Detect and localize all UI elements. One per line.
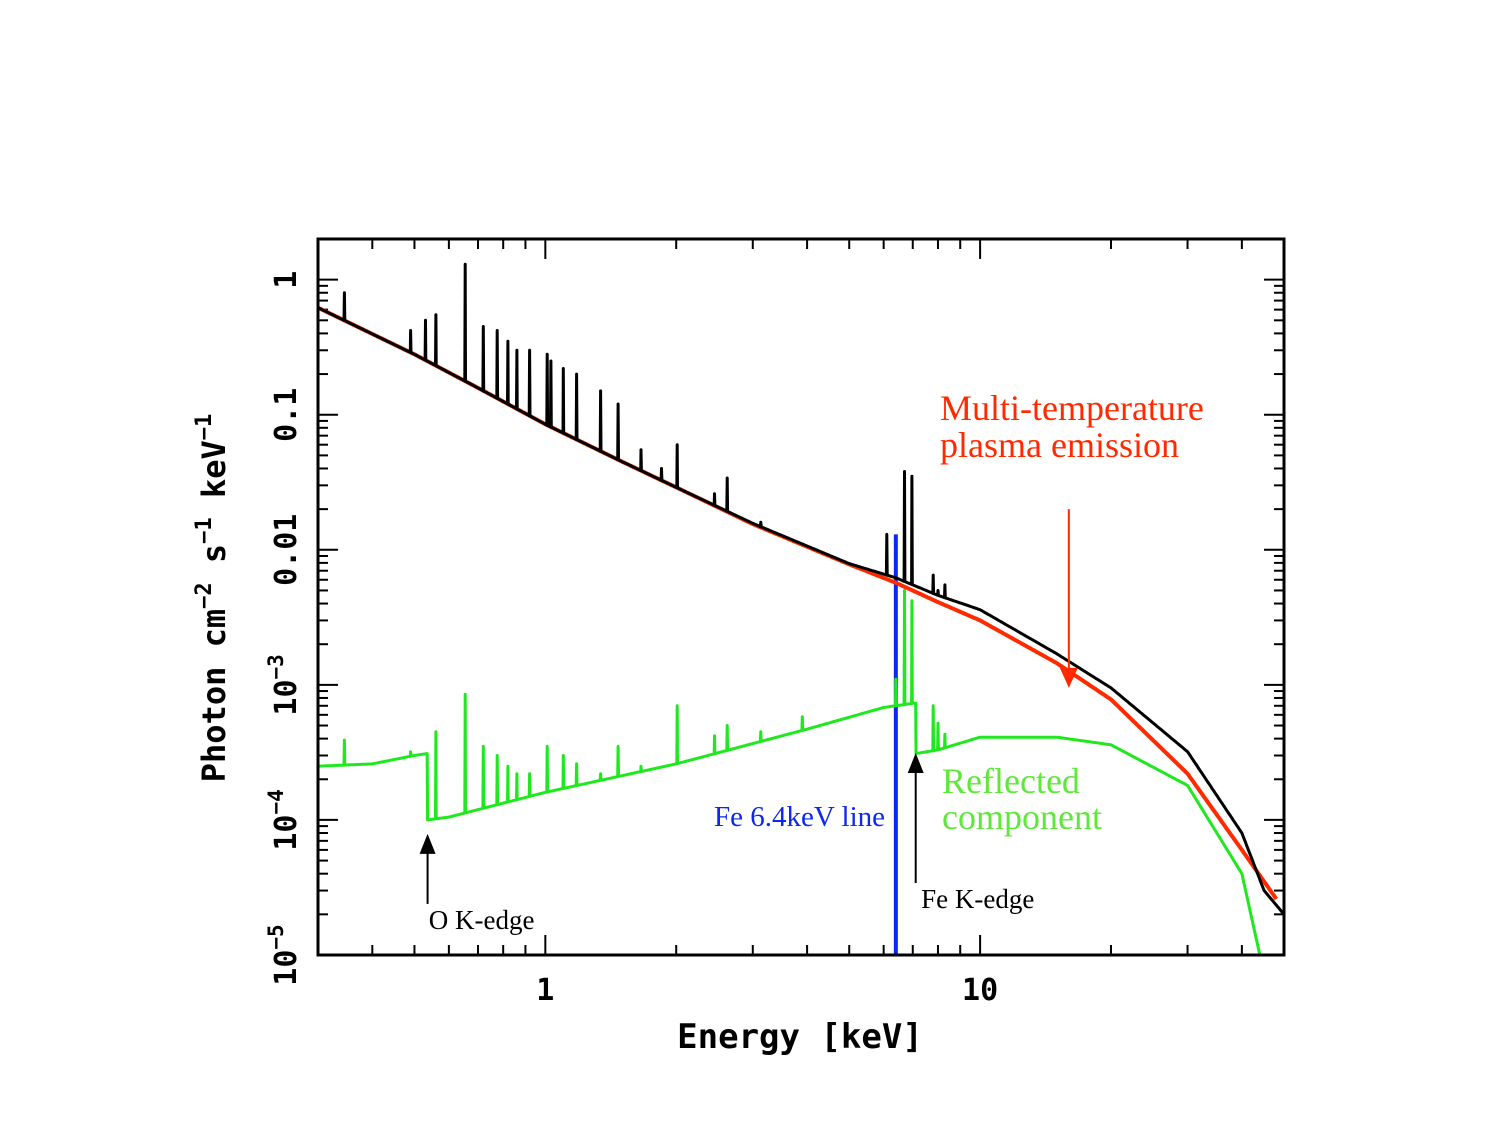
y-tick-label-base: 10 <box>269 950 304 986</box>
reflected-label-line1: Reflected <box>942 761 1080 801</box>
x-axis-title: Energy [keV] <box>677 1017 923 1057</box>
o-edge-arrow-head <box>419 833 436 854</box>
annotation-layer <box>419 509 1078 904</box>
x-tick-label: 10 <box>962 973 998 1008</box>
y-tick-label: 10−5 <box>264 924 304 985</box>
y-tick-label-base: 10 <box>269 679 304 715</box>
y-tick-label: 1 <box>269 271 304 289</box>
plasma-arrow-head <box>1059 667 1078 688</box>
axis-ticks <box>317 238 1285 956</box>
plasma-label-line2: plasma emission <box>940 425 1179 465</box>
fe-edge-arrow-head <box>907 753 924 774</box>
y-tick-label-base: 0.01 <box>269 514 304 586</box>
reflected-label: Reflected component <box>942 761 1102 837</box>
y-tick-label-exp: −4 <box>264 789 288 814</box>
y-tick-label-exp: −5 <box>264 924 288 949</box>
plasma-label-line1: Multi-temperature <box>940 388 1204 428</box>
y-tick-label-base: 0.1 <box>269 388 304 442</box>
plasma-label: Multi-temperature plasma emission <box>940 388 1204 465</box>
y-tick-label-base: 1 <box>269 271 304 289</box>
x-tick-label: 1 <box>536 973 554 1008</box>
y-tick-label: 0.01 <box>269 514 304 586</box>
y-tick-label: 0.1 <box>269 388 304 442</box>
series-layer <box>317 262 1286 956</box>
y-tick-label: 10−3 <box>264 654 304 715</box>
y-tick-label-exp: −3 <box>264 654 288 679</box>
series-total <box>317 262 1286 916</box>
x-tick-labels: 1 10 <box>536 973 998 1008</box>
fe-edge-label: Fe K-edge <box>921 884 1034 914</box>
y-tick-label-base: 10 <box>269 815 304 851</box>
fe-line-label: Fe 6.4keV line <box>714 801 885 833</box>
o-edge-label: O K-edge <box>429 905 535 935</box>
reflected-label-line2: component <box>942 797 1102 837</box>
y-tick-label: 10−4 <box>264 789 304 850</box>
series-reflected-component <box>317 589 1262 956</box>
plot-frame <box>316 237 1286 957</box>
y-axis-title: Photon cm−2 s−1 keV−1 <box>192 414 233 782</box>
